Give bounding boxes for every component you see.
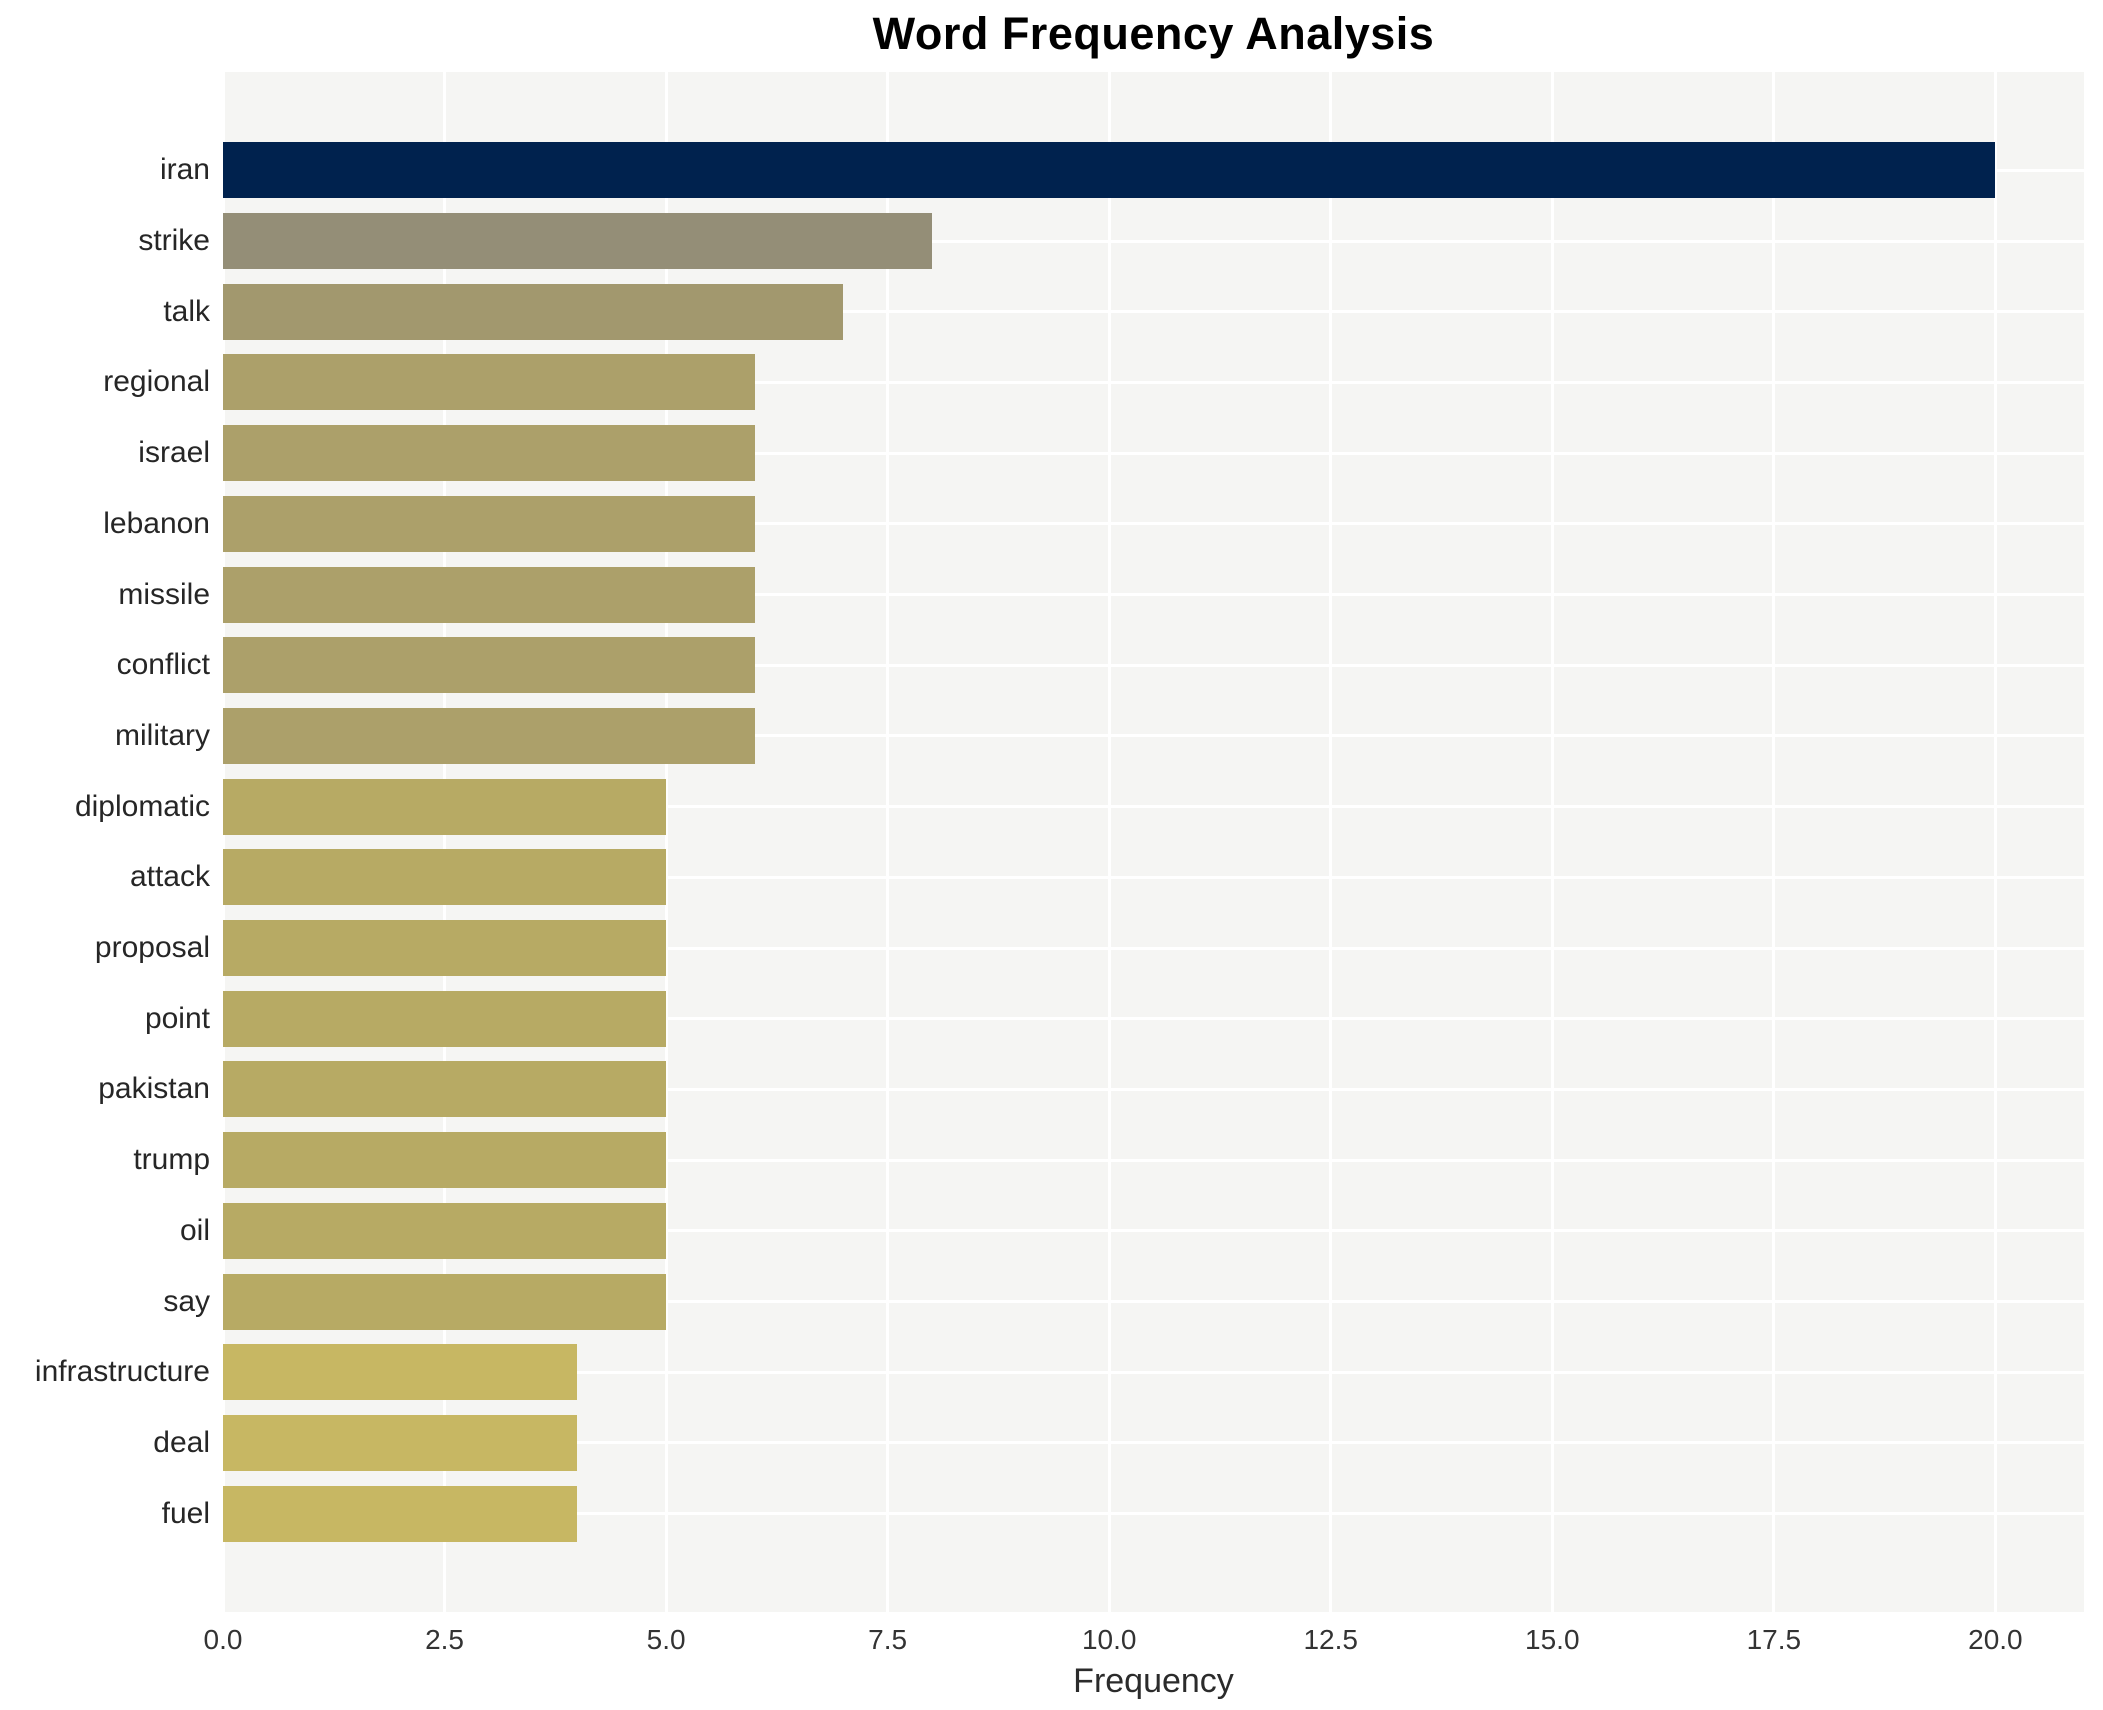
y-axis-label-talk: talk xyxy=(163,294,210,328)
gridline-horizontal xyxy=(223,875,2084,879)
bar-strike xyxy=(223,213,932,270)
gridline-horizontal xyxy=(223,1017,2084,1021)
gridline-vertical xyxy=(664,72,668,1612)
gridline-horizontal xyxy=(223,1512,2084,1516)
x-axis-title: Frequency xyxy=(1073,1662,1234,1700)
gridline-horizontal xyxy=(223,451,2084,455)
gridline-horizontal xyxy=(223,1300,2084,1304)
bar-say xyxy=(223,1273,667,1330)
y-axis-label-proposal: proposal xyxy=(94,931,210,965)
y-axis-label-conflict: conflict xyxy=(116,648,210,682)
bar-missile xyxy=(223,566,755,623)
gridline-vertical xyxy=(1329,72,1333,1612)
gridline-horizontal xyxy=(223,805,2084,809)
plot-area xyxy=(221,72,2084,1612)
bar-oil xyxy=(223,1202,667,1259)
y-axis-label-say: say xyxy=(163,1284,210,1318)
chart-title: Word Frequency Analysis xyxy=(872,8,1435,59)
bar-proposal xyxy=(223,920,667,977)
x-tick-label-5.0: 5.0 xyxy=(646,1624,686,1655)
y-axis-label-infrastructure: infrastructure xyxy=(34,1355,210,1389)
y-axis-label-trump: trump xyxy=(133,1143,210,1177)
gridline-vertical xyxy=(1772,72,1776,1612)
bar-regional xyxy=(223,354,755,411)
bar-point xyxy=(223,990,667,1047)
gridline-horizontal xyxy=(223,734,2084,738)
gridline-horizontal xyxy=(223,310,2084,314)
y-axis-label-strike: strike xyxy=(138,224,210,258)
gridline-vertical xyxy=(886,72,890,1612)
gridline-vertical xyxy=(1107,72,1111,1612)
bar-lebanon xyxy=(223,495,755,552)
bar-pakistan xyxy=(223,1061,667,1118)
bar-conflict xyxy=(223,637,755,694)
y-axis-label-diplomatic: diplomatic xyxy=(74,789,210,823)
bar-iran xyxy=(223,142,1996,199)
bar-trump xyxy=(223,1132,667,1189)
y-axis-label-missile: missile xyxy=(118,577,210,611)
x-tick-label-0.0: 0.0 xyxy=(203,1624,243,1655)
y-axis-label-iran: iran xyxy=(159,153,210,187)
x-tick-label-7.5: 7.5 xyxy=(868,1624,908,1655)
gridline-horizontal xyxy=(223,522,2084,526)
y-axis-label-israel: israel xyxy=(138,436,210,470)
gridline-horizontal xyxy=(223,239,2084,243)
gridline-horizontal xyxy=(223,593,2084,597)
y-axis-label-military: military xyxy=(115,718,210,752)
gridline-vertical xyxy=(443,72,447,1612)
gridline-horizontal xyxy=(223,1370,2084,1374)
x-tick-label-15.0: 15.0 xyxy=(1525,1624,1580,1655)
bar-diplomatic xyxy=(223,778,667,835)
gridline-horizontal xyxy=(223,1158,2084,1162)
bar-deal xyxy=(223,1414,578,1471)
gridline-horizontal xyxy=(223,380,2084,384)
gridline-horizontal xyxy=(223,1087,2084,1091)
y-axis-label-point: point xyxy=(144,1001,210,1035)
y-axis-label-oil: oil xyxy=(179,1213,210,1247)
y-axis-label-deal: deal xyxy=(153,1425,210,1459)
bar-talk xyxy=(223,283,844,340)
gridline-horizontal xyxy=(223,1229,2084,1233)
bar-military xyxy=(223,707,755,764)
y-axis-label-attack: attack xyxy=(129,860,210,894)
bar-fuel xyxy=(223,1485,578,1542)
x-tick-label-12.5: 12.5 xyxy=(1303,1624,1358,1655)
bar-israel xyxy=(223,425,755,482)
gridline-horizontal xyxy=(223,663,2084,667)
y-axis-label-pakistan: pakistan xyxy=(98,1072,210,1106)
gridline-vertical xyxy=(1993,72,1997,1612)
gridline-vertical xyxy=(1550,72,1554,1612)
x-tick-label-2.5: 2.5 xyxy=(425,1624,465,1655)
bar-attack xyxy=(223,849,667,906)
gridline-horizontal xyxy=(223,1441,2084,1445)
x-tick-label-20.0: 20.0 xyxy=(1968,1624,2023,1655)
y-axis-label-regional: regional xyxy=(103,365,210,399)
x-tick-label-10.0: 10.0 xyxy=(1081,1624,1137,1655)
x-tick-label-17.5: 17.5 xyxy=(1746,1624,1802,1655)
gridline-vertical xyxy=(221,72,225,1612)
bar-infrastructure xyxy=(223,1344,578,1401)
y-axis-label-lebanon: lebanon xyxy=(103,506,210,540)
y-axis-label-fuel: fuel xyxy=(161,1496,210,1530)
gridline-horizontal xyxy=(223,946,2084,950)
